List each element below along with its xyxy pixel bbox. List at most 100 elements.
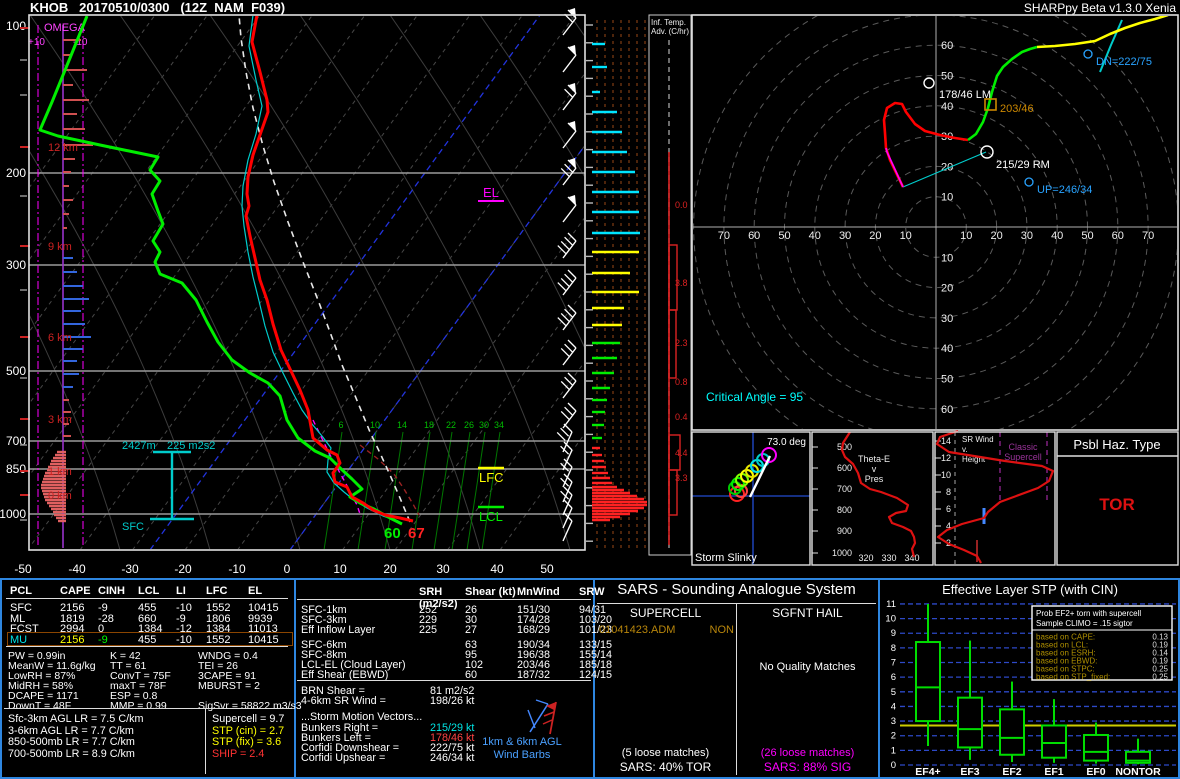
wind-barb-feather: [560, 380, 570, 390]
stp-box: [999, 708, 1025, 756]
mixing-ratio-line: [323, 431, 343, 549]
rm-marker: [980, 145, 994, 159]
layer-value: 133/15: [579, 638, 613, 651]
parcel-value: 1552: [206, 602, 231, 614]
temperature-axis-label: -30: [121, 562, 139, 576]
wetbulb-trace: [241, 16, 399, 522]
layer-value: 187/32: [517, 669, 551, 682]
thetae-x-label: 330: [881, 553, 896, 563]
wind-barb-feather: [564, 163, 574, 173]
hodograph-rings: [693, 16, 1177, 429]
srwind-curve: [935, 429, 1055, 564]
isotherm-blue-line: [149, 16, 541, 549]
sars-match-row[interactable]: 01041423.ADM NON: [599, 624, 734, 636]
lapse-rate-value: 850-500mb LR = 7.7 C/km: [8, 736, 135, 748]
index-value: DCAPE = 1171: [8, 690, 79, 702]
wind-speed-strip: [586, 20, 647, 548]
storm-motion-value: 246/34 kt: [430, 752, 475, 764]
index-value: TT = 61: [110, 660, 147, 672]
index-value: MeanW = 11.6g/kg: [8, 660, 96, 672]
layer-value: 101/23: [579, 624, 613, 637]
thetae-y-label: 600: [837, 463, 852, 473]
mixing-ratio-label: 22: [446, 420, 456, 430]
index-value: LowRH = 87%: [8, 670, 76, 682]
wind-barb-feather: [567, 84, 577, 94]
parcel-column-header: LCL: [138, 585, 160, 597]
mixing-ratio-line: [384, 431, 404, 549]
mixing-ratio-label: 18: [424, 420, 434, 430]
hodo-ring-label: 30: [941, 313, 953, 325]
parcel-row[interactable]: SFC 2156 -9 455 -10 1552 10415: [10, 602, 290, 614]
app-version: SHARPpy Beta v1.3.0 Xenia: [1023, 1, 1176, 15]
corfidi-up-label: UP=246/34: [1037, 184, 1092, 196]
wind-barb-feather: [567, 196, 577, 206]
stp-y-label: 0: [891, 760, 896, 771]
hodo-ring-label: 10: [941, 192, 953, 204]
pressure-label: 200: [6, 166, 26, 180]
mixing-ratio-label: 34: [494, 420, 504, 430]
stp-y-label: 4: [891, 701, 896, 712]
wind-barb: [562, 312, 577, 331]
stp-legend-header: Sample CLIMO = .15 sigtor: [1036, 619, 1133, 628]
temperature-axis-label: -10: [228, 562, 246, 576]
parcel-name: SFC: [10, 602, 32, 614]
storm-motion-label: Bunkers Left =: [301, 732, 371, 744]
brn-value: 198/26 kt: [430, 695, 475, 707]
slinky-border: [691, 431, 811, 566]
parcel-row[interactable]: MU 2156 -9 455 -10 1552 10415: [10, 634, 290, 646]
hodo-corfidi-line: [1099, 19, 1123, 73]
temp-adv-value: 0.8: [675, 377, 688, 387]
hodo-ring-label: 10: [900, 230, 912, 242]
wind-barb: [562, 204, 577, 223]
srwind-title: Height: [962, 455, 986, 464]
stp-y-label: 10: [885, 614, 896, 625]
hodo-ring-label: 50: [941, 374, 953, 386]
layer-value: 103/20: [579, 614, 613, 627]
temperature-axis-label: 0: [284, 562, 291, 576]
lapse-rate-value: 700-500mb LR = 8.9 C/km: [8, 747, 135, 760]
temp-adv-value: 3.3: [675, 473, 688, 483]
hazard-title: Psbl Haz. Type: [1073, 437, 1160, 452]
wind-barb-feather: [557, 245, 567, 255]
composite-index-value: STP (fix) = 3.6: [212, 736, 282, 748]
parcel-value: -28: [98, 612, 114, 625]
srwind-y-label: 14: [941, 436, 951, 446]
omega-minus-label: -10: [73, 37, 88, 48]
wind-barb-feather: [563, 441, 573, 451]
hodo-ring-label: 20: [869, 230, 881, 242]
kinematics-row: SFC-8km 95 196/38 155/14: [301, 649, 612, 661]
sars-hail-body: No Quality Matches: [759, 661, 856, 673]
storm-motion-value: 222/75 kt: [430, 742, 475, 754]
stp-prob-label: based on LCL:: [1036, 641, 1088, 650]
composite-index-value: STP (cin) = 2.7: [212, 724, 285, 737]
wind-barb: [562, 54, 577, 73]
temp-adv-value: 3.8: [675, 278, 688, 288]
wind-barb: [562, 130, 577, 149]
parcel-row[interactable]: ML 1819 -28 660 -9 1806 9939: [10, 613, 290, 625]
lfc-label: LFC: [479, 470, 504, 485]
wind-barb-feather: [560, 445, 570, 455]
hodo-ring-label: 40: [1051, 230, 1063, 242]
stp-box: [1041, 724, 1067, 759]
slinky-circle: [728, 481, 742, 495]
wind-barb-feather: [560, 462, 570, 472]
parcel-column-header: CAPE: [60, 585, 91, 597]
top-graphics[interactable]: 6 10 14 18 22 26 30 341002003005007008501000-50…: [0, 0, 1180, 578]
lm-marker: [923, 77, 935, 89]
layer-value: 102: [465, 659, 484, 671]
layer-value: 185/18: [579, 659, 613, 671]
isotherm-line: [342, 217, 584, 549]
stp-category-label: EF4+: [915, 766, 940, 777]
isotherm-line: [237, 73, 584, 549]
wind-barb-feather: [563, 499, 573, 509]
isotherm-line: [80, 16, 470, 549]
wind-barb-feather: [564, 376, 574, 386]
barb-1km-feather: [535, 699, 549, 705]
mean-wind-marker: [984, 98, 997, 111]
parcel-column-header: CINH: [98, 585, 125, 597]
mixing-ratio-label: 26: [464, 420, 474, 430]
slinky-motion-line: [748, 455, 772, 498]
srwind-title: v.: [962, 445, 968, 454]
kinematics-row: SFC-6km 63 190/34 133/15: [301, 639, 612, 651]
